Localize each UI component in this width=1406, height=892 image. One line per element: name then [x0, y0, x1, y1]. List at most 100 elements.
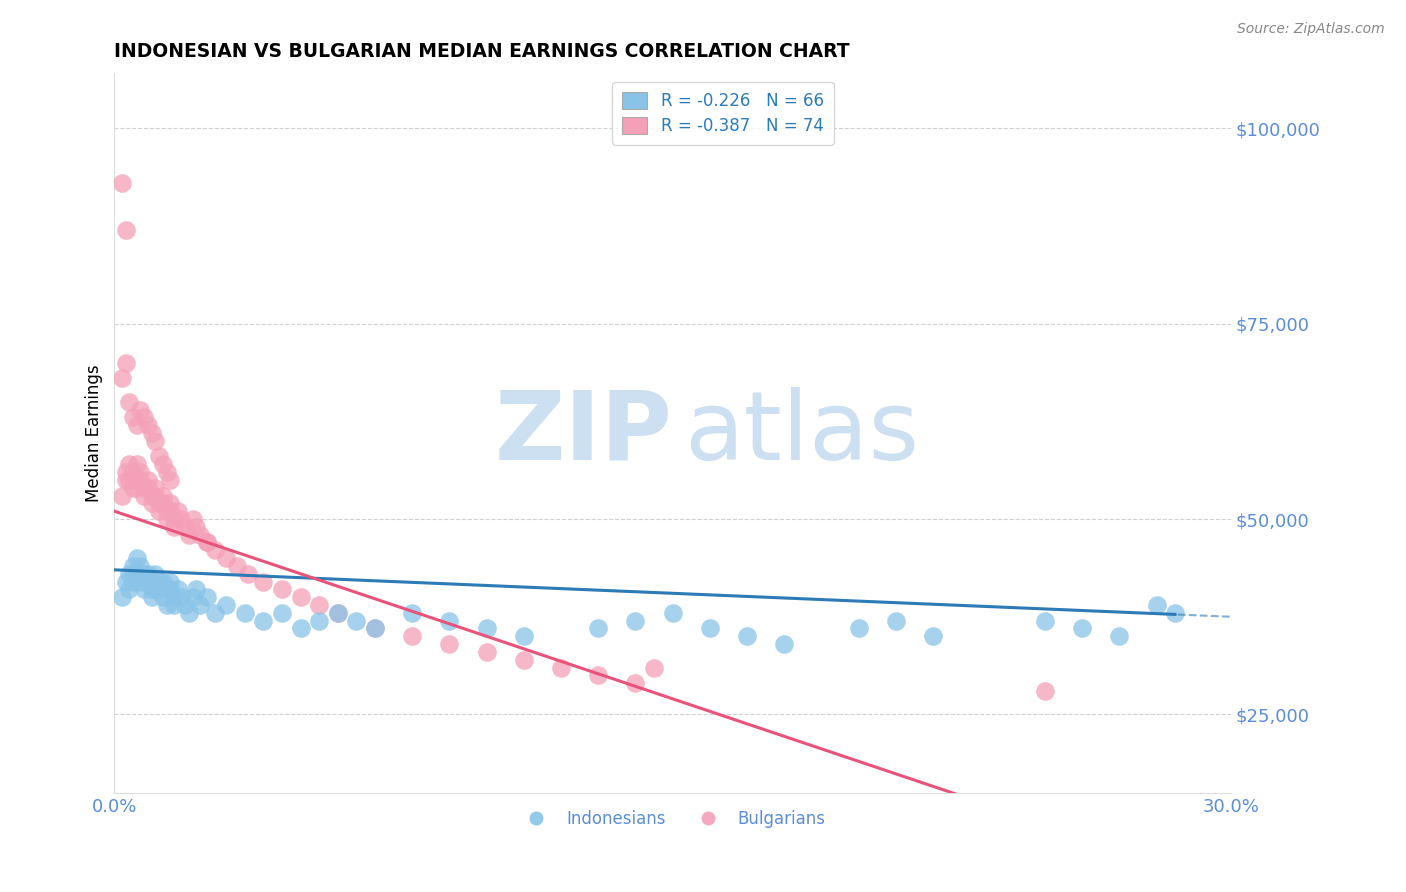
Point	[270, 606, 292, 620]
Point	[141, 574, 163, 589]
Point	[344, 614, 367, 628]
Point	[643, 660, 665, 674]
Point	[308, 598, 330, 612]
Point	[152, 591, 174, 605]
Point	[118, 458, 141, 472]
Point	[290, 622, 312, 636]
Point	[155, 512, 177, 526]
Point	[197, 591, 219, 605]
Point	[125, 473, 148, 487]
Point	[155, 504, 177, 518]
Point	[125, 458, 148, 472]
Point	[226, 558, 249, 573]
Point	[159, 504, 181, 518]
Point	[114, 356, 136, 370]
Point	[136, 574, 159, 589]
Point	[152, 458, 174, 472]
Point	[848, 622, 870, 636]
Point	[122, 410, 145, 425]
Point	[125, 566, 148, 581]
Point	[439, 614, 461, 628]
Point	[174, 520, 197, 534]
Point	[735, 629, 758, 643]
Point	[308, 614, 330, 628]
Point	[141, 496, 163, 510]
Point	[143, 566, 166, 581]
Point	[129, 465, 152, 479]
Point	[159, 473, 181, 487]
Point	[1071, 622, 1094, 636]
Point	[136, 418, 159, 433]
Point	[233, 606, 256, 620]
Point	[513, 629, 536, 643]
Point	[114, 473, 136, 487]
Y-axis label: Median Earnings: Median Earnings	[86, 364, 103, 502]
Point	[439, 637, 461, 651]
Point	[177, 527, 200, 541]
Legend: Indonesians, Bulgarians: Indonesians, Bulgarians	[513, 804, 832, 835]
Point	[134, 582, 156, 597]
Point	[186, 582, 208, 597]
Point	[401, 606, 423, 620]
Point	[197, 535, 219, 549]
Point	[136, 566, 159, 581]
Point	[170, 591, 193, 605]
Point	[252, 574, 274, 589]
Point	[624, 676, 647, 690]
Point	[238, 566, 260, 581]
Point	[163, 520, 186, 534]
Point	[364, 622, 387, 636]
Point	[475, 645, 498, 659]
Point	[148, 504, 170, 518]
Point	[118, 394, 141, 409]
Point	[143, 481, 166, 495]
Point	[884, 614, 907, 628]
Point	[624, 614, 647, 628]
Point	[159, 574, 181, 589]
Point	[155, 582, 177, 597]
Point	[134, 566, 156, 581]
Point	[188, 598, 211, 612]
Point	[125, 551, 148, 566]
Point	[148, 574, 170, 589]
Point	[134, 489, 156, 503]
Point	[181, 512, 204, 526]
Point	[129, 558, 152, 573]
Point	[129, 402, 152, 417]
Point	[364, 622, 387, 636]
Point	[155, 465, 177, 479]
Point	[155, 598, 177, 612]
Point	[197, 535, 219, 549]
Text: Source: ZipAtlas.com: Source: ZipAtlas.com	[1237, 22, 1385, 37]
Point	[661, 606, 683, 620]
Point	[252, 614, 274, 628]
Point	[290, 591, 312, 605]
Point	[586, 622, 609, 636]
Point	[114, 223, 136, 237]
Point	[122, 566, 145, 581]
Point	[134, 481, 156, 495]
Point	[122, 574, 145, 589]
Point	[159, 496, 181, 510]
Point	[152, 489, 174, 503]
Point	[326, 606, 349, 620]
Point	[122, 481, 145, 495]
Point	[326, 606, 349, 620]
Text: ZIP: ZIP	[495, 386, 672, 480]
Point	[125, 418, 148, 433]
Point	[177, 606, 200, 620]
Point	[181, 591, 204, 605]
Point	[401, 629, 423, 643]
Point	[1164, 606, 1187, 620]
Point	[125, 481, 148, 495]
Point	[215, 551, 238, 566]
Point	[141, 425, 163, 440]
Point	[152, 496, 174, 510]
Point	[1146, 598, 1168, 612]
Point	[773, 637, 796, 651]
Point	[111, 371, 134, 385]
Point	[270, 582, 292, 597]
Point	[215, 598, 238, 612]
Point	[550, 660, 572, 674]
Point	[114, 465, 136, 479]
